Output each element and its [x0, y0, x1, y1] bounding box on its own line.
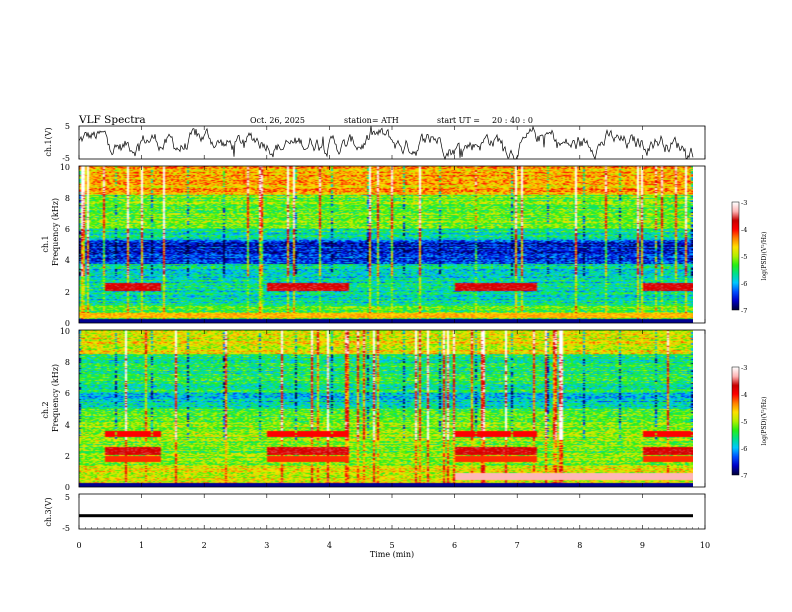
ch1-channel-label: ch.1: [41, 235, 50, 252]
x-tick-label: 0: [76, 541, 81, 550]
ch2-cbar-tick-m7: -7: [741, 472, 747, 480]
ch1-colorbar-label: log(PSD)(V²/Hz): [761, 232, 768, 281]
x-tick-label: 1: [139, 541, 144, 550]
x-tick-label: 4: [327, 541, 332, 550]
ch1-cbar-tick-m6: -6: [741, 280, 747, 288]
ch1-colorbar: -3 -4 -5 -6 -7 log(PSD)(V²/Hz): [731, 199, 768, 315]
x-tick-label: 3: [264, 541, 269, 550]
ch3-ytick-bottom: -5: [62, 524, 70, 533]
ch1-ytick-4: 4: [65, 256, 70, 265]
ch3-waveform-panel: 5 -5 ch.3(V): [44, 493, 706, 533]
figure-title: VLF Spectra: [78, 114, 146, 126]
ch3-waveform-frame: [78, 493, 706, 530]
ch1-ytick-8: 8: [65, 194, 70, 203]
ch1-spectrogram-panel: 0 2 4 6 8 10 ch.1 Frequency (kHz): [41, 163, 706, 328]
x-axis: 0 1 2 3 4 5 6 7 8 9 10: [76, 126, 710, 550]
ch2-colorbar-label: log(PSD)(V²/Hz): [761, 397, 768, 446]
ch1-waveform-line: [78, 125, 694, 161]
x-tick-label: 10: [700, 541, 710, 550]
ch2-ytick-4: 4: [65, 421, 70, 430]
ch2-cbar-tick-m6: -6: [741, 445, 747, 453]
ch1-ylabel: ch.1(V): [44, 127, 53, 156]
ch3-waveform-line: [79, 514, 693, 518]
x-tick-label: 8: [577, 541, 582, 550]
ch2-colorbar: -3 -4 -5 -6 -7 log(PSD)(V²/Hz): [731, 364, 768, 480]
x-tick-label: 7: [515, 541, 520, 550]
ch1-colorbar-frame: [731, 201, 740, 311]
x-tick-label: 6: [452, 541, 457, 550]
ch2-cbar-tick-m4: -4: [741, 391, 747, 399]
ch2-cbar-tick-m3: -3: [741, 364, 747, 372]
ch2-spectrogram-image: [79, 330, 693, 487]
start-time-value: 20 : 40 : 0: [492, 116, 533, 125]
ch1-cbar-tick-m7: -7: [741, 307, 747, 315]
ch1-ytick-0: 0: [65, 319, 70, 328]
ch1-waveform-panel: 5 -5 ch.1(V): [44, 122, 706, 163]
ch2-ytick-0: 0: [65, 483, 70, 492]
ch2-ytick-6: 6: [65, 389, 70, 398]
start-ut-label: start UT =: [437, 116, 480, 125]
ch2-spectrogram-yticks: 0 2 4 6 8 10: [60, 327, 70, 492]
ch2-ytick-8: 8: [65, 358, 70, 367]
x-tick-label: 2: [202, 541, 207, 550]
ch1-frequency-label: Frequency (kHz): [51, 198, 60, 266]
ch1-cbar-tick-m5: -5: [741, 253, 747, 261]
ch2-cbar-tick-m5: -5: [741, 418, 747, 426]
ch2-colorbar-gradient: [732, 367, 739, 475]
x-tick-label: 9: [640, 541, 645, 550]
ch1-cbar-tick-m3: -3: [741, 199, 747, 207]
ch1-ytick-bottom: -5: [62, 154, 70, 163]
ch1-ytick-10: 10: [60, 163, 70, 172]
ch2-channel-label: ch.2: [41, 401, 50, 418]
date-label: Oct. 26, 2025: [250, 116, 305, 125]
ch1-colorbar-gradient: [732, 202, 739, 310]
ch2-frequency-label: Frequency (kHz): [51, 364, 60, 432]
ch3-ylabel: ch.3(V): [44, 497, 53, 526]
ch1-cbar-tick-m4: -4: [741, 226, 747, 234]
ch1-ytick-2: 2: [65, 288, 70, 297]
ch2-colorbar-frame: [731, 366, 740, 476]
x-axis-label: Time (min): [370, 550, 414, 559]
x-tick-label: 5: [389, 541, 394, 550]
station-label: station= ATH: [344, 116, 399, 125]
ch2-spectrogram-panel: 0 2 4 6 8 10 ch.2 Frequency (kHz): [41, 327, 706, 492]
ch2-ytick-10: 10: [60, 327, 70, 336]
ch3-ytick-top: 5: [65, 493, 70, 502]
ch1-spectrogram-image: [79, 166, 693, 323]
ch2-ytick-2: 2: [65, 452, 70, 461]
ch1-ytick-top: 5: [65, 122, 70, 131]
ch1-spectrogram-yticks: 0 2 4 6 8 10: [60, 163, 70, 328]
ch1-ytick-6: 6: [65, 225, 70, 234]
